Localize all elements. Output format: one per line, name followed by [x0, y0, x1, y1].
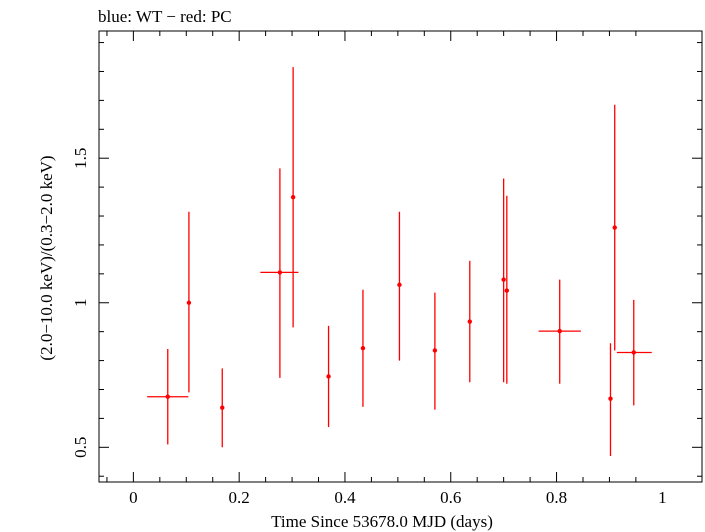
x-tick-label: 0.8 [546, 488, 567, 507]
x-tick-label: 0.6 [440, 488, 461, 507]
point-marker [220, 405, 225, 410]
point-marker [186, 300, 192, 305]
data-point [260, 168, 299, 378]
x-tick-label: 0.4 [334, 488, 356, 507]
y-axis-label: (2.0−10.0 keV)/(0.3−2.0 keV) [37, 155, 56, 360]
point-marker [277, 270, 283, 275]
x-tick-label: 1 [658, 488, 667, 507]
point-marker [557, 328, 562, 334]
point-marker [631, 350, 636, 355]
data-point [612, 104, 617, 351]
data-point [326, 325, 331, 428]
data-point [147, 349, 189, 445]
y-axis: 0.5 1 1.5 [71, 42, 702, 477]
x-axis: 0 0.2 0.4 0.6 0.8 1 [106, 31, 667, 507]
point-marker [504, 288, 510, 293]
plot-frame [98, 30, 703, 483]
data-point [397, 211, 402, 361]
chart-title: blue: WT − red: PC [98, 7, 232, 26]
point-marker [612, 225, 617, 230]
point-marker [165, 394, 170, 399]
data-point [432, 292, 438, 410]
data-points [147, 67, 652, 456]
y-tick-label: 1.5 [71, 148, 90, 169]
data-point [538, 279, 581, 384]
y-tick-label: 1 [71, 299, 90, 308]
data-point [360, 289, 366, 407]
point-marker [360, 345, 366, 351]
point-marker [608, 396, 613, 401]
point-marker [397, 282, 402, 288]
data-point [616, 299, 652, 406]
data-point [186, 211, 192, 393]
data-point [608, 343, 613, 456]
point-marker [326, 374, 331, 379]
point-marker [501, 277, 506, 282]
x-tick-label: 0.2 [229, 488, 250, 507]
x-tick-label: 0 [129, 488, 138, 507]
y-tick-label: 0.5 [71, 437, 90, 458]
data-point [220, 368, 225, 448]
data-point [504, 195, 510, 384]
point-marker [467, 319, 472, 324]
data-point [467, 260, 472, 383]
x-axis-label: Time Since 53678.0 MJD (days) [271, 512, 493, 531]
point-marker [432, 348, 438, 353]
data-point [501, 178, 506, 383]
data-point [290, 67, 296, 328]
point-marker [290, 195, 296, 200]
